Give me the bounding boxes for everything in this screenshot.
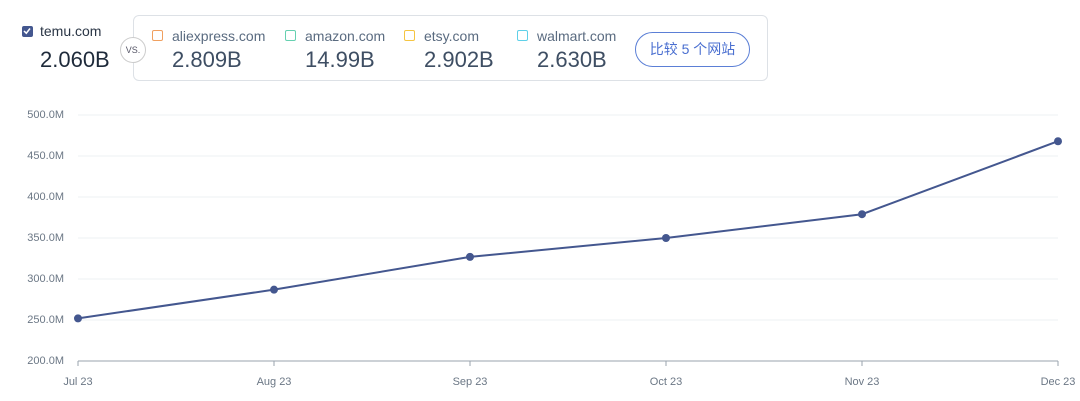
competitor-value: 2.630B [537, 47, 607, 72]
competitor-checkbox[interactable] [285, 30, 296, 41]
x-tick-label: Aug 23 [257, 376, 292, 388]
competitor-name: amazon.com [305, 28, 386, 44]
competitor-value: 2.809B [172, 47, 242, 72]
point [858, 210, 866, 219]
check-icon [23, 28, 31, 35]
point [1054, 137, 1062, 146]
competitor-checkbox[interactable] [517, 30, 528, 41]
competitor-name: aliexpress.com [172, 28, 266, 44]
compare-button[interactable]: 比较 5 个网站 [635, 32, 750, 67]
y-tick-label: 350.0M [27, 232, 64, 244]
point [466, 252, 474, 261]
point [662, 234, 670, 242]
y-tick-label: 400.0M [27, 191, 64, 203]
competitor-value: 2.902B [424, 47, 494, 72]
line [77, 140, 1059, 320]
vs-badge: VS. [120, 37, 146, 63]
point [270, 285, 278, 294]
x-tick-label: Nov 23 [845, 376, 880, 388]
x-tick-label: Oct 23 [650, 376, 682, 388]
y-tick-label: 200.0M [27, 355, 64, 367]
y-tick-label: 300.0M [27, 273, 64, 285]
competitor-checkbox[interactable] [404, 30, 415, 41]
y-tick-label: 500.0M [27, 109, 64, 121]
x-tick-label: Dec 23 [1041, 376, 1076, 388]
competitor-value: 14.99B [305, 47, 375, 72]
primary-name: temu.com [40, 23, 102, 39]
x-tick-label: Jul 23 [63, 376, 92, 388]
competitor-name: walmart.com [537, 28, 617, 44]
competitor-name: etsy.com [424, 28, 479, 44]
x-tick-label: Sep 23 [453, 376, 488, 388]
y-tick-label: 450.0M [27, 150, 64, 162]
point [74, 314, 82, 323]
y-tick-label: 250.0M [27, 314, 64, 326]
primary-value: 2.060B [40, 47, 110, 72]
primary-checkbox[interactable] [22, 26, 33, 37]
competitor-checkbox[interactable] [152, 30, 163, 41]
